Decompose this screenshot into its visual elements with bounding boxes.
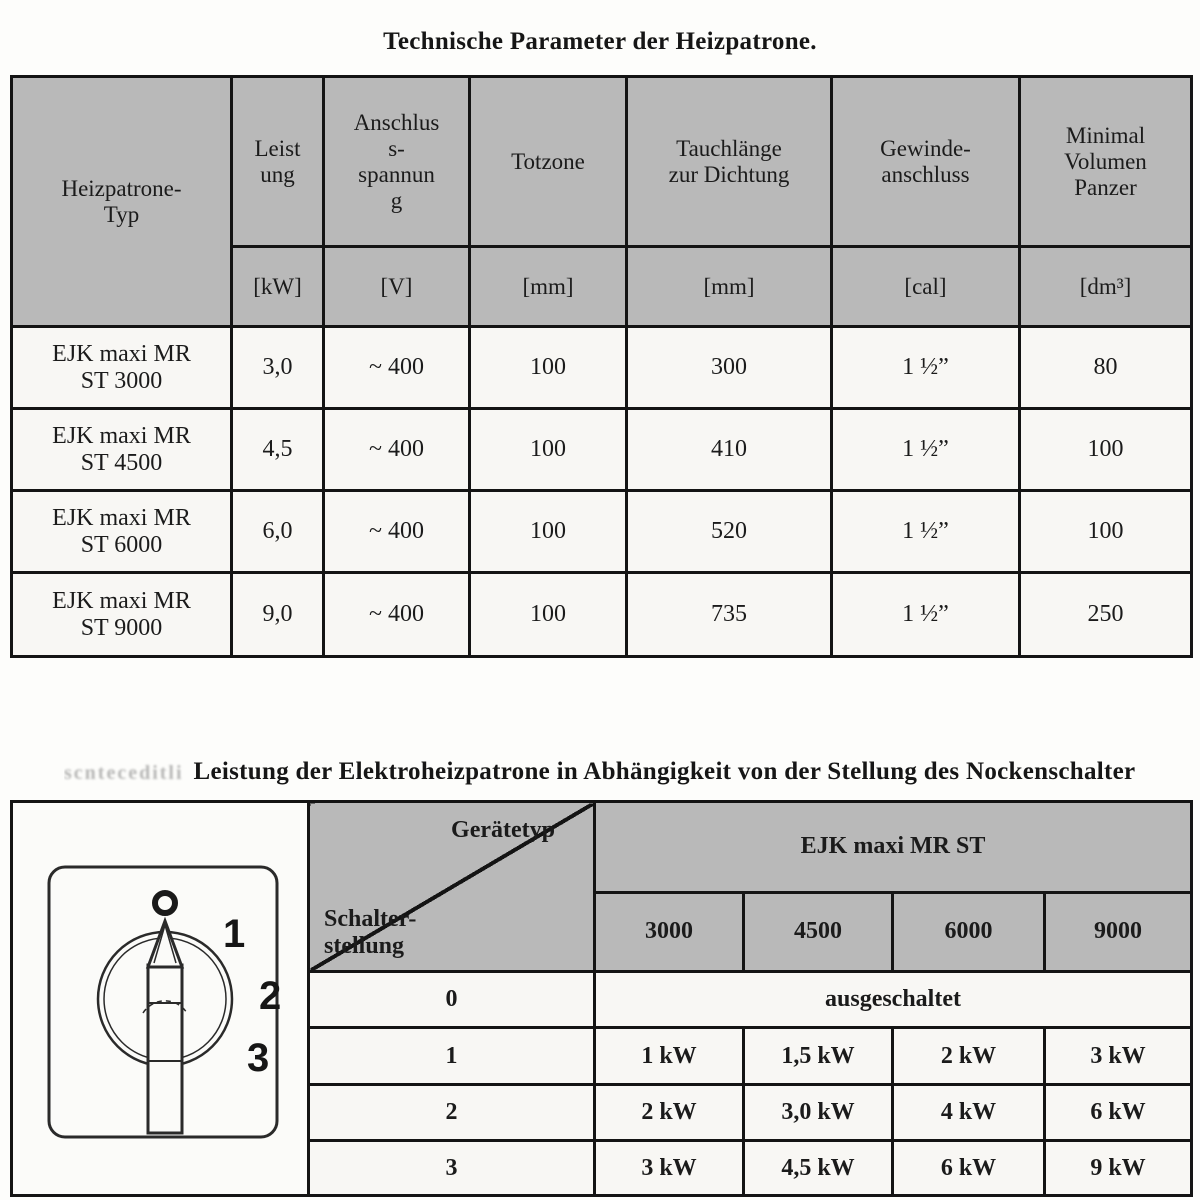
power-value: 3 kW [593,1139,745,1197]
unit-dm3: [dm³] [1018,245,1193,328]
table-row: EJK maxi MR ST 4500 4,5 ~ 400 100 410 1 … [10,407,1193,492]
cell-value: 9,0 [230,571,325,658]
switch-position-0: 0 [307,969,596,1030]
ausgeschaltet-cell: ausgeschaltet [593,969,1193,1030]
power-value: 6 kW [1043,1082,1193,1143]
group-header-ejk-maxi-mr-st: EJK maxi MR ST [593,800,1193,894]
switch-position-1: 1 [307,1026,596,1086]
cell-value: 1 ½” [830,407,1021,492]
table-row: EJK maxi MR ST 9000 9,0 ~ 400 100 735 1 … [10,571,1193,658]
diagonal-header-cell: Gerätetyp Schalter- stellung [307,800,596,973]
cell-value: ~ 400 [322,325,471,410]
col-header-4500: 4500 [742,890,894,973]
power-value: 1 kW [593,1026,745,1086]
power-value: 4 kW [891,1082,1046,1143]
table-row: 0 ausgeschaltet [12,969,1193,1030]
power-value: 2 kW [593,1082,745,1143]
switch-position-1-label: 1 [223,912,245,956]
cell-value: 410 [625,407,833,492]
col-header-totzone: Totzone [468,75,628,248]
cell-value: 100 [1018,407,1193,492]
schalterstellung-label: Schalter- stellung [324,905,417,959]
cell-value: 100 [1018,489,1193,574]
switch-position-3: 3 [307,1139,596,1197]
col-header-gewindeanschluss: Gewinde- anschluss [830,75,1021,248]
power-value: 3,0 kW [742,1082,894,1143]
knob-tip-line [163,924,177,964]
cell-value: 1 ½” [830,489,1021,574]
cell-value: 3,0 [230,325,325,410]
cell-value: 1 ½” [830,571,1021,658]
switch-knob-handle [146,963,183,1135]
unit-mm-totzone: [mm] [468,245,628,328]
power-value: 6 kW [891,1139,1046,1197]
row-typ: EJK maxi MR ST 4500 [10,407,233,492]
second-table-title: scnteceditli Leistung der Elektroheizpatr… [64,758,1200,786]
switch-position-3-label: 3 [247,1036,269,1080]
cell-value: 100 [468,571,628,658]
switch-knob-tip [145,916,184,969]
cell-value: 250 [1018,571,1193,658]
table-row: 1 1 kW 1,5 kW 2 kW 3 kW [12,1026,1193,1086]
illegible-faded-text: scnteceditli [64,762,184,784]
cell-value: 80 [1018,325,1193,410]
unit-kw: [kW] [230,245,325,328]
cell-value: 735 [625,571,833,658]
cell-value: 300 [625,325,833,410]
cell-value: 4,5 [230,407,325,492]
col-header-tauchlaenge: Tauchlänge zur Dichtung [625,75,833,248]
col-header-heizpatrone-typ: Heizpatrone- Typ [10,75,233,328]
col-header-leistung: Leist ung [230,75,325,248]
cell-value: 100 [468,407,628,492]
unit-v: [V] [322,245,471,328]
unit-cal: [cal] [830,245,1021,328]
switch-position-2: 2 [307,1082,596,1143]
col-header-anschlussspannung: Anschlus s- spannun g [322,75,471,248]
row-typ: EJK maxi MR ST 3000 [10,325,233,410]
col-header-minimal-volumen: Minimal Volumen Panzer [1018,75,1193,248]
switch-position-2-label: 2 [259,974,281,1018]
geraetetyp-label: Gerätetyp [451,817,555,843]
cell-value: 100 [468,325,628,410]
second-table-title-text: Leistung der Elektroheizpatrone in Abhän… [193,758,1136,785]
row-typ: EJK maxi MR ST 6000 [10,489,233,574]
switch-face-outline [47,865,278,1139]
rotary-switch-figure: 1 2 3 [10,800,310,1197]
page-title: Technische Parameter der Heizpatrone. [383,28,817,55]
power-value: 4,5 kW [742,1139,894,1197]
cell-value: 6,0 [230,489,325,574]
table-row: 2 2 kW 3,0 kW 4 kW 6 kW [12,1082,1193,1143]
cell-value: 520 [625,489,833,574]
power-value: 9 kW [1043,1139,1193,1197]
knob-tip-line [152,924,166,964]
table-row: EJK maxi MR ST 6000 6,0 ~ 400 100 520 1 … [10,489,1193,574]
nockenschalter-drawing: 1 2 3 [47,865,281,1139]
row-typ: EJK maxi MR ST 9000 [10,571,233,658]
switch-off-mark [151,890,178,916]
cell-value: ~ 400 [322,407,471,492]
table-row: 3 3 kW 4,5 kW 6 kW 9 kW [12,1139,1193,1197]
col-header-3000: 3000 [593,890,745,973]
col-header-6000: 6000 [891,890,1046,973]
col-header-9000: 9000 [1043,890,1193,973]
technical-parameters-table: Heizpatrone- Typ Leist ung Anschlus s- s… [10,75,1193,658]
cell-value: ~ 400 [322,489,471,574]
cell-value: ~ 400 [322,571,471,658]
switch-position-power-table: 1 2 3 Gerätetyp Schalter- stellung EJK m… [10,800,1193,1197]
power-value: 3 kW [1043,1026,1193,1086]
unit-mm-tauchlaenge: [mm] [625,245,833,328]
power-value: 2 kW [891,1026,1046,1086]
cell-value: 1 ½” [830,325,1021,410]
knob-detail-arc [141,1000,188,1014]
power-value: 1,5 kW [742,1026,894,1086]
cell-value: 100 [468,489,628,574]
table-row: EJK maxi MR ST 3000 3,0 ~ 400 100 300 1 … [10,325,1193,410]
